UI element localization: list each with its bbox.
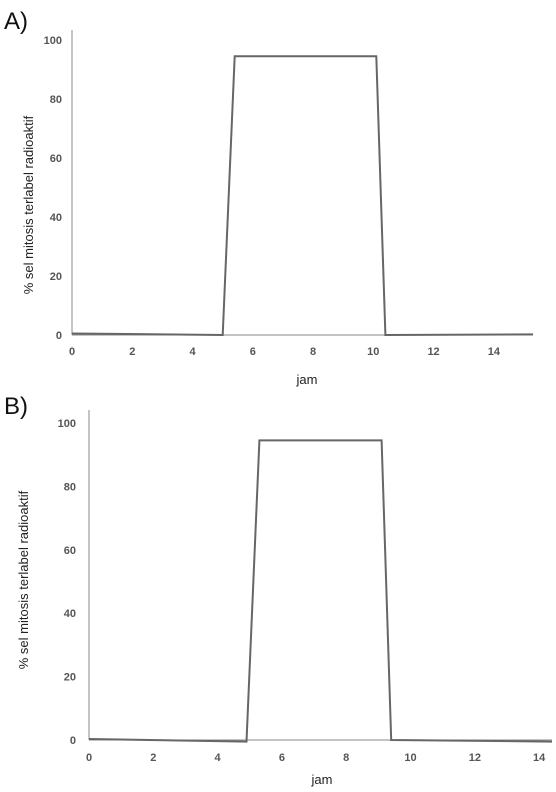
y-tick-label-a: 40 [50,212,62,224]
x-tick-label-b: 2 [150,752,156,764]
x-tick-label-a: 10 [367,346,379,358]
x-axis-label-b: jam [311,772,333,787]
x-tick-label-a: 4 [189,346,196,358]
x-tick-label-b: 8 [343,752,349,764]
x-tick-label-a: 0 [69,346,75,358]
x-tick-label-a: 6 [250,346,256,358]
y-tick-label-a: 20 [50,271,62,283]
panel-label-a: A) [4,8,28,35]
chart-b: B) 0 20 40 60 80 100 0 2 4 6 8 10 12 14 jam % sel mi… [4,393,553,787]
x-tick-label-b: 12 [469,752,481,764]
series-line-b [88,439,553,743]
x-tick-label-a: 12 [427,346,439,358]
x-axis-label-a: jam [296,372,318,387]
y-tick-label-a: 0 [56,330,62,342]
y-tick-label-a: 100 [44,35,62,47]
x-tick-label-a: 8 [310,346,316,358]
x-tick-label-b: 14 [533,752,546,764]
y-tick-label-b: 40 [64,608,76,620]
x-tick-label-b: 6 [279,752,285,764]
x-tick-label-b: 10 [404,752,416,764]
y-axis-label-a: % sel mitosis terlabel radioaktif [21,115,36,294]
y-axis-label-b: % sel mitosis terlabel radioaktif [16,490,31,669]
series-line-a [71,55,534,337]
y-tick-label-b: 80 [64,481,76,493]
y-tick-label-a: 60 [50,153,62,165]
y-tick-label-b: 20 [64,672,76,684]
y-tick-label-a: 80 [50,94,62,106]
panel-label-b: B) [4,393,28,420]
x-tick-label-b: 0 [86,752,92,764]
x-tick-label-a: 14 [488,346,501,358]
chart-a: A) 0 20 40 60 80 100 0 2 4 6 8 10 12 14 jam % sel mi… [4,8,534,387]
y-tick-label-b: 60 [64,545,76,557]
x-tick-label-a: 2 [129,346,135,358]
y-tick-label-b: 0 [70,735,76,747]
x-tick-label-b: 4 [215,752,222,764]
y-tick-label-b: 100 [58,418,76,430]
